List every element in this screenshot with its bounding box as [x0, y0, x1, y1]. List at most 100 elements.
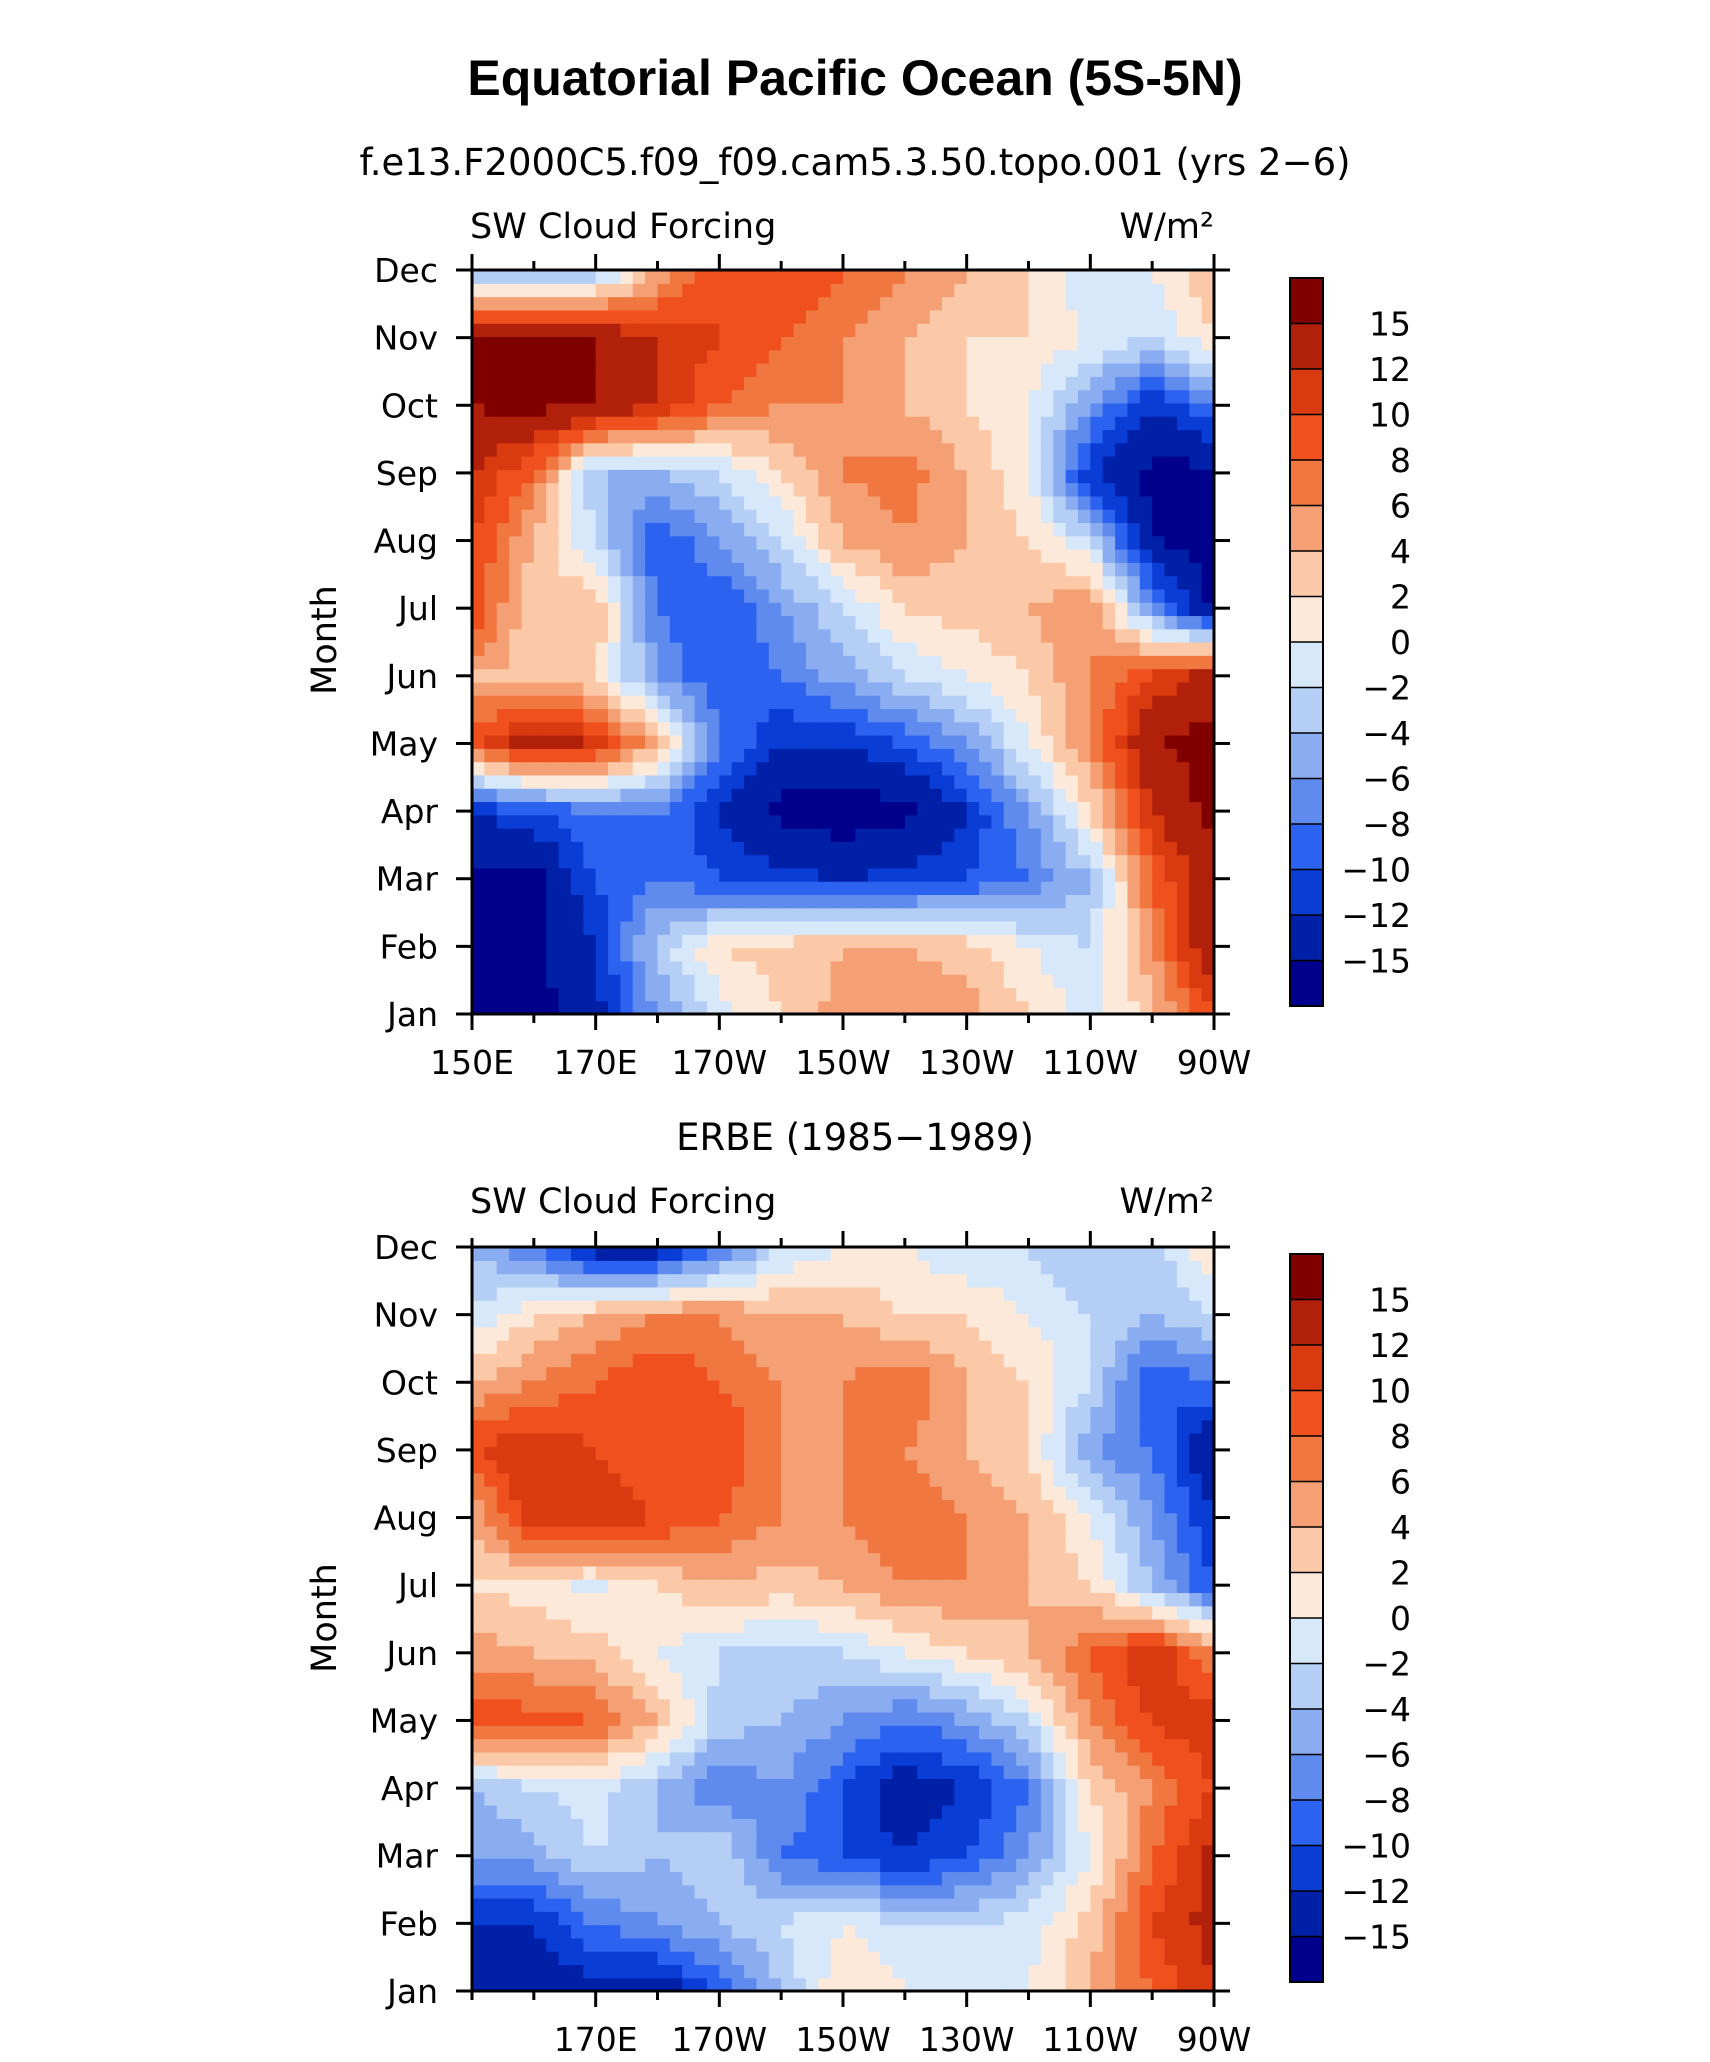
heatmap-cell	[1115, 363, 1129, 377]
heatmap-cell	[768, 828, 782, 842]
heatmap-cell	[954, 336, 968, 351]
heatmap-cell	[632, 270, 646, 284]
heatmap-cell	[941, 309, 955, 324]
heatmap-cell	[966, 1977, 980, 1992]
heatmap-cell	[472, 509, 485, 524]
heatmap-cell	[818, 416, 832, 431]
heatmap-cell	[818, 1924, 832, 1939]
heatmap-cell	[620, 456, 634, 470]
heatmap-cell	[1189, 469, 1203, 484]
heatmap-cell	[1028, 349, 1042, 364]
heatmap-cell	[1028, 615, 1042, 630]
heatmap-cell	[719, 642, 733, 656]
heatmap-cell	[1090, 947, 1104, 962]
heatmap-cell	[706, 363, 720, 377]
heatmap-cell	[706, 1791, 720, 1806]
heatmap-cell	[1152, 1725, 1166, 1740]
heatmap-cell	[843, 974, 856, 989]
heatmap-cell	[1127, 429, 1141, 444]
heatmap-cell	[954, 575, 968, 590]
heatmap-cell	[756, 867, 770, 882]
heatmap-cell	[595, 708, 609, 723]
heatmap-cell	[904, 814, 918, 829]
heatmap-cell	[843, 761, 856, 776]
heatmap-cell	[682, 1725, 696, 1740]
heatmap-cell	[781, 389, 795, 404]
heatmap-cell	[954, 828, 968, 842]
heatmap-cell	[744, 735, 758, 749]
heatmap-cell	[1189, 774, 1203, 789]
heatmap-cell	[1003, 1791, 1017, 1806]
heatmap-cell	[1201, 894, 1215, 909]
heatmap-cell	[768, 894, 782, 909]
y-tick-label: Aug	[374, 522, 438, 561]
heatmap-cell	[731, 1712, 745, 1726]
heatmap-cell	[669, 735, 683, 749]
heatmap-cell	[1127, 801, 1141, 816]
heatmap-cell	[941, 1778, 955, 1793]
heatmap-cell	[731, 1778, 745, 1793]
heatmap-cell	[645, 429, 659, 444]
heatmap-cell	[608, 1871, 621, 1886]
heatmap-cell	[867, 854, 881, 869]
heatmap-cell	[929, 1738, 943, 1753]
heatmap-cell	[929, 894, 943, 909]
heatmap-cell	[904, 535, 918, 550]
heatmap-cell	[793, 1951, 807, 1966]
colorbar-swatch	[1290, 869, 1323, 916]
heatmap-cell	[706, 1725, 720, 1740]
heatmap-cell	[867, 1831, 881, 1846]
heatmap-cell	[496, 748, 510, 763]
heatmap-cell	[558, 495, 572, 510]
heatmap-cell	[929, 1751, 943, 1766]
heatmap-cell	[954, 535, 968, 550]
heatmap-cell	[991, 1778, 1005, 1793]
heatmap-cell	[781, 495, 795, 510]
heatmap-cell	[595, 588, 609, 603]
heatmap-cell	[991, 947, 1005, 962]
heatmap-cell	[496, 1738, 510, 1753]
heatmap-cell	[1053, 429, 1067, 444]
heatmap-cell	[1176, 1751, 1190, 1766]
heatmap-cell	[892, 588, 906, 603]
heatmap-cell	[1040, 389, 1054, 404]
colorbar-label: −15	[1341, 942, 1411, 981]
heatmap-cell	[892, 1765, 906, 1780]
heatmap-cell	[682, 1884, 696, 1899]
heatmap-cell	[682, 1672, 696, 1687]
heatmap-cell	[1102, 828, 1116, 842]
heatmap-cell	[830, 881, 844, 896]
heatmap-cell	[608, 867, 621, 882]
heatmap-cell	[472, 363, 485, 377]
heatmap-cell	[843, 1698, 856, 1713]
heatmap-cell	[768, 1951, 782, 1966]
heatmap-cell	[1065, 522, 1079, 537]
heatmap-cell	[867, 801, 881, 816]
heatmap-cell	[1164, 1685, 1178, 1700]
heatmap-cell	[1164, 828, 1178, 842]
heatmap-cell	[917, 761, 931, 776]
heatmap-cell	[546, 1951, 560, 1966]
heatmap-cell	[929, 774, 943, 789]
heatmap-cell	[1065, 402, 1079, 417]
heatmap-cell	[533, 588, 547, 603]
heatmap-cell	[719, 1924, 733, 1939]
heatmap-cell	[521, 1698, 535, 1713]
heatmap-cell	[1189, 442, 1203, 457]
heatmap-cell	[744, 296, 758, 311]
heatmap-cell	[657, 1000, 671, 1015]
heatmap-cell	[1127, 655, 1141, 670]
heatmap-cell	[657, 535, 671, 550]
heatmap-cell	[620, 1818, 634, 1833]
heatmap-cell	[632, 296, 646, 311]
heatmap-cell	[509, 416, 523, 431]
heatmap-cell	[570, 921, 584, 935]
heatmap-cell	[991, 854, 1005, 869]
heatmap-cell	[1077, 1751, 1091, 1766]
heatmap-cell	[1077, 748, 1091, 763]
heatmap-cell	[991, 1977, 1005, 1992]
heatmap-cell	[880, 987, 894, 1002]
heatmap-cell	[1176, 1977, 1190, 1992]
heatmap-cell	[472, 1884, 485, 1899]
heatmap-cell	[904, 774, 918, 789]
